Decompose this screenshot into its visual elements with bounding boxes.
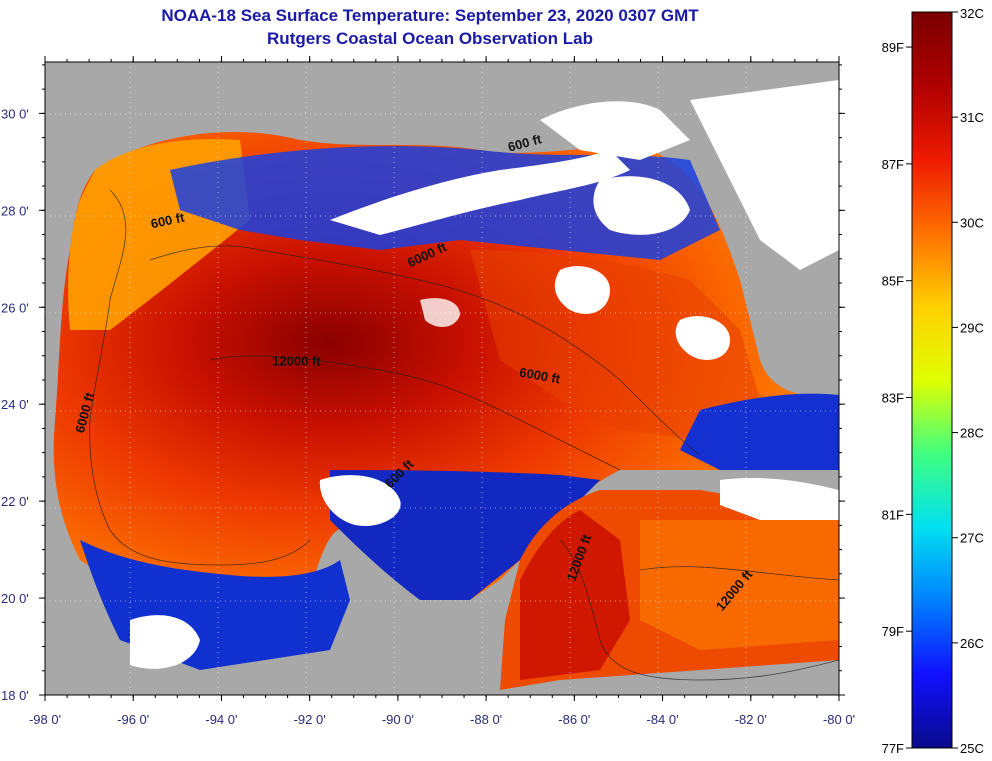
colorbar-f-label: 87F: [882, 157, 904, 172]
colorbar-c-label: 30C: [960, 215, 984, 230]
colorbar: 32C 31C 30C 29C 28C 27C 26C 25C 89F 87F 85F 83F 81F…: [882, 6, 984, 756]
lat-tick-label: 28 0': [1, 203, 29, 218]
lon-tick-label: -96 0': [117, 712, 149, 727]
lat-tick-label: 30 0': [1, 106, 29, 121]
contour-label: 600 ft: [149, 209, 186, 231]
colorbar-c-label: 31C: [960, 110, 984, 125]
caribbean-warm-core: [520, 510, 630, 680]
contour-label: 12000 ft: [272, 353, 321, 368]
cloud-cover: [130, 80, 839, 669]
lon-tick-label: -80 0': [823, 712, 855, 727]
lat-tick-label: 26 0': [1, 300, 29, 315]
bathymetry-contours: [89, 189, 839, 681]
lon-tick-label: -94 0': [205, 712, 237, 727]
latitude-axis: 30 0' 28 0' 26 0' 24 0' 22 0' 20 0' 18 0': [1, 106, 29, 703]
colorbar-gradient: [911, 11, 953, 749]
colorbar-fahrenheit-labels: 89F 87F 85F 83F 81F 79F 77F: [882, 40, 912, 756]
colorbar-c-label: 25C: [960, 741, 984, 756]
map-subtitle: Rutgers Coastal Ocean Observation Lab: [267, 29, 593, 48]
map-title: NOAA-18 Sea Surface Temperature: Septemb…: [161, 6, 699, 25]
lon-tick-label: -92 0': [294, 712, 326, 727]
florida-straits-cool: [680, 393, 839, 470]
lat-tick-label: 18 0': [1, 688, 29, 703]
colorbar-c-label: 29C: [960, 320, 984, 335]
colorbar-c-label: 28C: [960, 426, 984, 441]
colorbar-f-label: 77F: [882, 741, 904, 756]
tick-marks: [39, 56, 845, 701]
lat-tick-label: 20 0': [1, 591, 29, 606]
lat-tick-label: 22 0': [1, 494, 29, 509]
colorbar-c-label: 32C: [960, 6, 984, 21]
lon-tick-label: -86 0': [558, 712, 590, 727]
longitude-axis: -98 0' -96 0' -94 0' -92 0' -90 0' -88 0' -86 …: [29, 712, 855, 727]
colorbar-f-label: 81F: [882, 507, 904, 522]
lon-tick-label: -98 0': [29, 712, 61, 727]
colorbar-f-label: 85F: [882, 274, 904, 289]
caribbean-mixed-east: [640, 520, 839, 650]
colorbar-f-label: 83F: [882, 391, 904, 406]
east-gulf-mixed: [470, 250, 760, 440]
colorbar-c-label: 27C: [960, 531, 984, 546]
lon-tick-label: -84 0': [646, 712, 678, 727]
lon-tick-label: -88 0': [470, 712, 502, 727]
contour-label: 6000 ft: [518, 365, 562, 387]
colorbar-celsius-labels: 32C 31C 30C 29C 28C 27C 26C 25C: [952, 6, 984, 756]
graticule: [45, 62, 839, 695]
colorbar-f-label: 89F: [882, 40, 904, 55]
lon-tick-label: -82 0': [735, 712, 767, 727]
colorbar-c-label: 26C: [960, 636, 984, 651]
colorbar-f-label: 79F: [882, 624, 904, 639]
lon-tick-label: -90 0': [382, 712, 414, 727]
lat-tick-label: 24 0': [1, 397, 29, 412]
